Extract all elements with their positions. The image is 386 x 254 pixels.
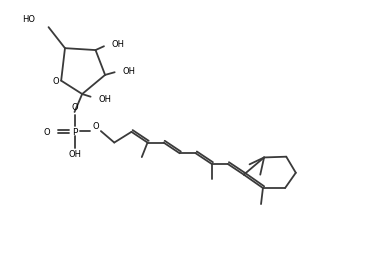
Text: O: O <box>92 122 99 131</box>
Text: HO: HO <box>22 15 35 24</box>
Text: O: O <box>52 77 59 86</box>
Text: O: O <box>71 103 78 112</box>
Text: P: P <box>72 127 77 136</box>
Text: O: O <box>44 127 50 136</box>
Text: OH: OH <box>68 149 81 158</box>
Text: OH: OH <box>112 40 125 49</box>
Text: OH: OH <box>122 67 135 75</box>
Text: OH: OH <box>98 95 111 104</box>
